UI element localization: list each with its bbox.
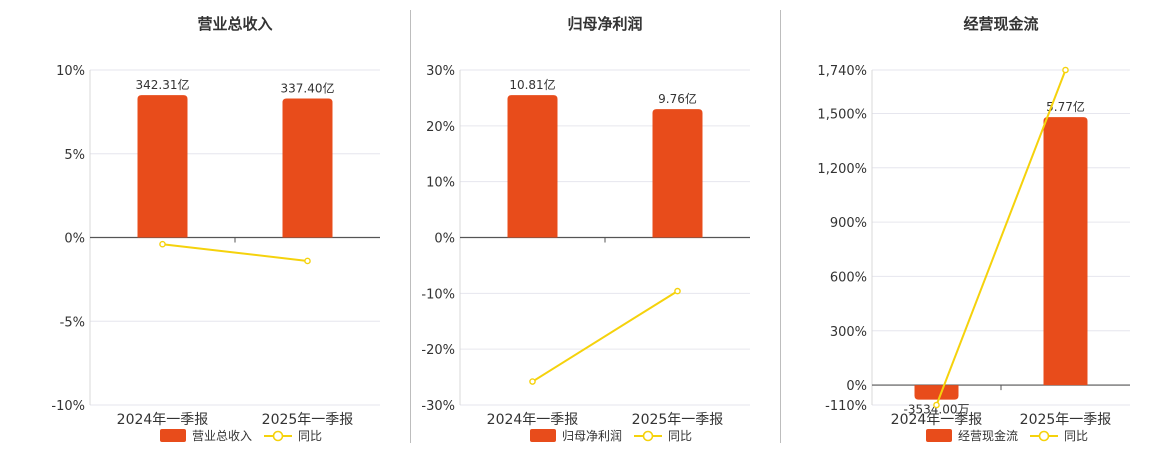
legend-label: 归母净利润 [562,429,622,443]
x-tick-label: 2024年一季报 [487,412,579,428]
x-tick-label: 2025年一季报 [1020,412,1112,428]
y-tick-label: -10% [421,287,455,302]
yoy-point [529,378,536,385]
y-tick-label: -20% [421,343,455,358]
bar-value-label: 10.81亿 [509,77,555,92]
legend-label: 经营现金流 [958,428,1018,443]
y-tick-label: 600% [830,270,867,285]
bar [652,109,703,238]
legend-line-swatch [272,430,284,442]
chart-title: 归母净利润 [567,15,642,33]
y-tick-label: -110% [825,399,867,414]
y-tick-label: 300% [830,325,867,340]
y-tick-label: 0% [846,379,867,394]
legend-line-swatch [1038,430,1050,442]
yoy-point [674,287,681,295]
x-tick-label: 2024年一季报 [117,412,209,428]
chart-title: 经营现金流 [963,15,1038,33]
y-tick-label: 10% [426,176,455,191]
bar-value-label: -3534.00万 [904,403,970,417]
bar [282,98,333,238]
y-tick-label: 1,200% [817,162,867,177]
bar-value-label: 342.31亿 [136,77,190,92]
y-tick-label: -5% [60,315,85,330]
legend-label: 同比 [1064,429,1088,443]
y-tick-label: 1,740% [817,64,867,79]
yoy-point [304,257,311,265]
yoy-line [162,243,308,262]
legend-bar-swatch [926,429,952,442]
x-tick-label: 2025年一季报 [632,412,724,428]
legend-label: 同比 [298,429,322,443]
legend-line-swatch [642,430,654,442]
bar [507,95,558,238]
bar [1043,117,1088,386]
chart-title: 营业总收入 [197,15,272,33]
bar-value-label: 5.77亿 [1046,99,1085,114]
y-tick-label: 0% [434,232,455,247]
y-tick-label: 5% [64,148,85,163]
legend-bar-swatch [160,429,186,442]
yoy-line [935,69,1067,406]
y-tick-label: 10% [56,64,85,79]
legend-label: 营业总收入 [192,429,252,443]
y-tick-label: -30% [421,399,455,414]
bar [137,95,188,238]
x-tick-label: 2025年一季报 [262,412,354,428]
panel-divider-1 [410,10,411,443]
x-tick-label: 2024年一季报 [891,412,983,428]
y-tick-label: 900% [830,216,867,231]
bar-value-label: 9.76亿 [658,91,697,106]
y-tick-label: 1,500% [817,107,867,122]
yoy-point [1062,66,1069,74]
yoy-point [933,401,940,409]
y-tick-label: 30% [426,64,455,79]
yoy-line [531,290,679,383]
legend-label: 同比 [668,429,692,443]
bar [914,385,959,400]
bar-value-label: 337.40亿 [281,80,335,95]
yoy-point [159,240,166,248]
y-tick-label: 20% [426,120,455,135]
y-tick-label: -10% [51,399,85,414]
y-tick-label: 0% [64,232,85,247]
panel-divider-2 [780,10,781,443]
legend-bar-swatch [530,429,556,442]
